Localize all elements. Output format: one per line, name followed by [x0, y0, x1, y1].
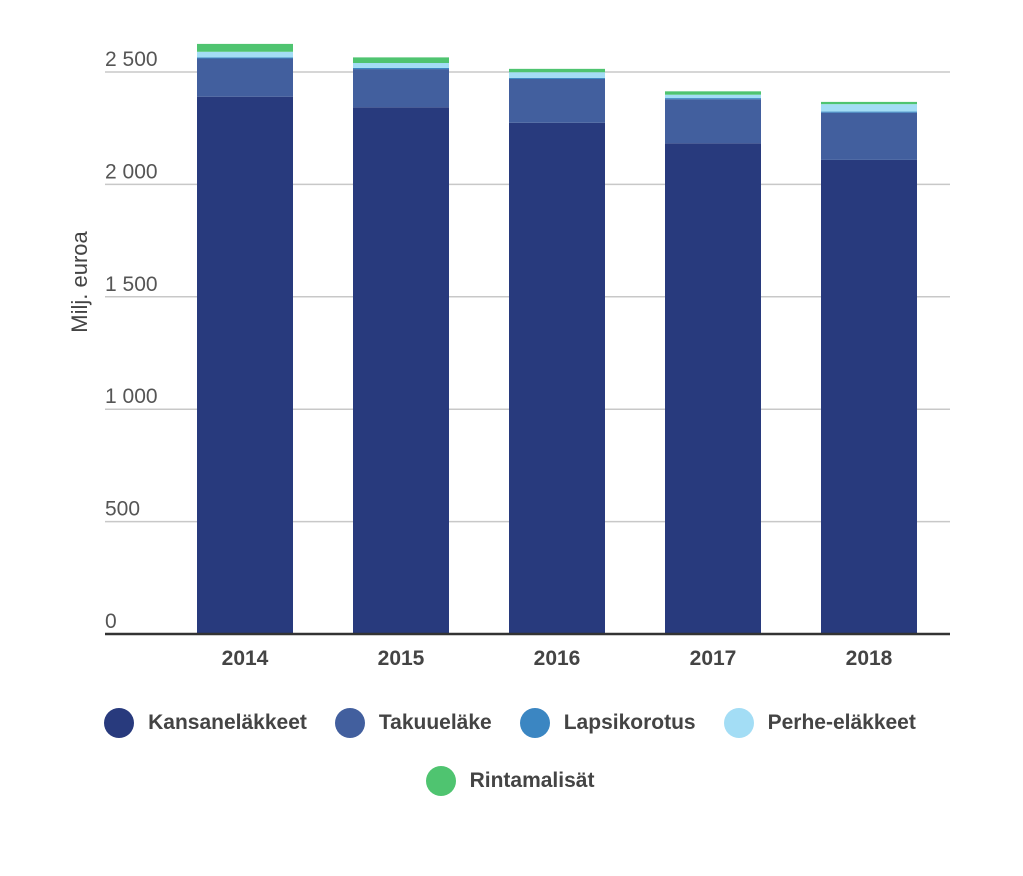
legend-item: Rintamalisät [425, 766, 595, 796]
bar-segment-2016-1 [509, 78, 605, 123]
x-tick-label: 2016 [534, 647, 581, 670]
bar-segment-2015-2 [353, 67, 449, 70]
bar-segment-2016-4 [509, 68, 605, 73]
legend-item: Takuueläke [334, 708, 492, 738]
x-tick-label: 2015 [378, 647, 425, 670]
bar-segment-2018-1 [821, 112, 917, 160]
legend-label: Lapsikorotus [563, 711, 696, 734]
bar-segment-2015-3 [353, 63, 449, 68]
y-tick-label: 2 500 [105, 48, 158, 71]
x-tick-labels: 2014 2015 2016 2017 2018 [222, 647, 893, 670]
legend-swatch [104, 708, 135, 738]
bar-segment-2014-3 [197, 51, 293, 58]
y-tick-label: 1 000 [105, 385, 158, 408]
legend-swatch [519, 708, 550, 738]
bar-segment-2014-0 [197, 96, 293, 634]
legend-label: Perhe-eläkkeet [767, 711, 916, 734]
bar-segment-2017-3 [665, 94, 761, 99]
legend-label: Takuueläke [378, 711, 492, 734]
bar-segment-2017-4 [665, 91, 761, 95]
legend-swatch [723, 708, 754, 738]
y-tick-label: 0 [105, 610, 117, 633]
bar-segment-2014-1 [197, 58, 293, 97]
legend-swatch [334, 708, 365, 738]
bars [197, 43, 917, 635]
x-tick-label: 2018 [846, 647, 893, 670]
bar-segment-2018-3 [821, 104, 917, 112]
legend-label: Kansaneläkkeet [148, 711, 307, 734]
x-tick-label: 2014 [222, 647, 269, 670]
y-tick-label: 500 [105, 498, 140, 521]
y-tick-label: 1 500 [105, 273, 158, 296]
bar-segment-2016-2 [509, 77, 605, 79]
bar-segment-2017-0 [665, 143, 761, 634]
bar-segment-2015-4 [353, 57, 449, 64]
bar-segment-2014-4 [197, 43, 293, 52]
legend-label: Rintamalisät [469, 769, 595, 792]
legend-item: Kansaneläkkeet [104, 708, 307, 738]
bar-segment-2016-3 [509, 72, 605, 78]
bar-segment-2017-2 [665, 98, 761, 100]
bar-segment-2018-2 [821, 111, 917, 113]
y-axis-title: Milj. euroa [67, 230, 92, 332]
bar-segment-2018-4 [821, 101, 917, 105]
bar-segment-2018-0 [821, 159, 917, 635]
legend-item: Lapsikorotus [519, 708, 696, 738]
bar-segment-2014-2 [197, 57, 293, 59]
y-tick-label: 2 000 [105, 160, 158, 183]
bar-segment-2017-1 [665, 99, 761, 144]
x-tick-label: 2017 [690, 647, 737, 670]
bar-segment-2015-0 [353, 107, 449, 635]
bar-segment-2015-1 [353, 69, 449, 108]
legend-item: Perhe-eläkkeet [723, 708, 916, 738]
y-tick-labels: 0 500 1 000 1 500 2 000 2 500 [105, 48, 158, 633]
bar-segment-2016-0 [509, 122, 605, 634]
legend-swatch [425, 766, 456, 796]
legend: Kansaneläkkeet Takuueläke Lapsikorotus Perh… [40, 708, 980, 796]
